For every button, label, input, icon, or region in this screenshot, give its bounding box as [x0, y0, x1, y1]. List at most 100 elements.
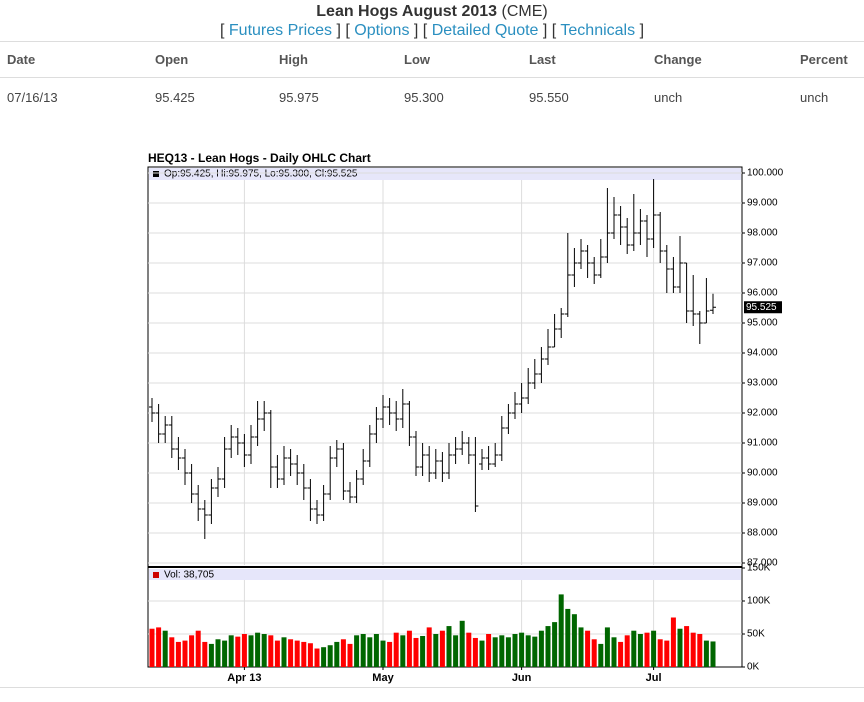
legend-icon [153, 171, 159, 177]
bracket: [ [345, 22, 350, 39]
volume-bar [281, 637, 287, 667]
volume-bar [545, 626, 551, 667]
volume-bar [420, 635, 426, 667]
volume-bar [208, 643, 214, 667]
y-tick-label: 100.000 [747, 168, 784, 179]
volume-bar [690, 632, 696, 667]
volume-bar [248, 635, 254, 667]
header: Lean Hogs August 2013 (CME) [ Futures Pr… [0, 0, 864, 40]
y-tick-label: 100K [747, 596, 771, 607]
y-tick-label: 89.000 [747, 498, 778, 509]
volume-bar [202, 641, 208, 667]
y-tick-label: 92.000 [747, 408, 778, 419]
y-tick-label: 90.000 [747, 468, 778, 479]
column-header: Last [529, 52, 556, 67]
cell: unch [800, 90, 829, 105]
volume-bar [598, 643, 604, 667]
divider [0, 687, 864, 688]
bracket: ] [413, 22, 419, 39]
volume-bar [657, 639, 663, 667]
volume-bar [525, 635, 531, 667]
cell: 95.425 [155, 90, 195, 105]
volume-bar [169, 637, 175, 667]
volume-bar [565, 608, 571, 667]
bracket: ] [639, 22, 645, 39]
x-tick-label: May [372, 672, 394, 684]
volume-bar [479, 640, 485, 667]
volume-bar [505, 637, 511, 667]
cell: 95.300 [404, 90, 444, 105]
column-header: Low [404, 52, 430, 67]
volume-bar [697, 634, 703, 667]
volume-bar [571, 614, 577, 667]
divider [0, 41, 864, 42]
volume-bar [373, 634, 379, 667]
volume-bar [387, 641, 393, 667]
volume-bar [367, 637, 373, 667]
column-header: High [279, 52, 308, 67]
volume-bar [274, 640, 280, 667]
volume-bar [677, 628, 683, 667]
last-price-tag [744, 301, 782, 314]
nav-link[interactable]: Detailed Quote [431, 22, 539, 39]
volume-bar [393, 632, 399, 667]
bracket: [ [422, 22, 428, 39]
nav-link[interactable]: Futures Prices [228, 22, 333, 39]
y-tick-label: 50K [747, 629, 765, 640]
volume-bar [611, 637, 617, 667]
nav-link[interactable]: Options [354, 22, 410, 39]
volume-bar [466, 632, 472, 667]
bracket: [ [551, 22, 557, 39]
volume-bar [189, 635, 195, 667]
volume-bar [347, 643, 353, 667]
volume-bar [314, 648, 320, 667]
volume-bar [413, 637, 419, 667]
y-tick-label: 150K [747, 563, 771, 574]
volume-bar [175, 641, 181, 667]
volume-bar [624, 635, 630, 667]
volume-bar [288, 639, 294, 667]
y-tick-label: 88.000 [747, 528, 778, 539]
volume-bar [486, 634, 492, 667]
y-tick-label: 95.000 [747, 318, 778, 329]
nav-link[interactable]: Technicals [560, 22, 636, 39]
volume-bar [558, 594, 564, 667]
volume-bar [499, 635, 505, 667]
volume-bar [235, 636, 241, 667]
ohlc-legend: Op:95.425, Hi:95.975, Lo:95.300, Cl:95.5… [164, 169, 358, 180]
volume-bar [453, 635, 459, 667]
y-tick-label: 94.000 [747, 348, 778, 359]
y-tick-label: 93.000 [747, 378, 778, 389]
volume-bar [268, 635, 274, 667]
cell: 95.975 [279, 90, 319, 105]
bracket: ] [336, 22, 341, 39]
volume-bar [631, 630, 637, 667]
volume-bar [710, 641, 716, 667]
volume-bar [162, 630, 168, 667]
volume-bar [684, 626, 690, 667]
volume-bar [651, 630, 657, 667]
volume-bar [472, 637, 478, 667]
volume-bar [591, 639, 597, 667]
legend-icon [153, 572, 159, 578]
volume-bar [578, 627, 584, 667]
legend-band [149, 168, 741, 180]
x-tick-label: Jul [646, 672, 662, 684]
divider [0, 77, 864, 78]
volume-bar [406, 630, 412, 667]
volume-bar [327, 645, 333, 667]
x-tick-label: Apr 13 [227, 672, 261, 684]
volume-bar [618, 641, 624, 667]
volume-bar [512, 634, 518, 667]
volume-bar [532, 636, 538, 667]
nav: [ Futures Prices ] [ Options ] [ Detaile… [0, 22, 864, 40]
bracket: ] [542, 22, 548, 39]
volume-bar [637, 634, 643, 667]
volume-bar [215, 639, 221, 667]
volume-bar [426, 627, 432, 667]
volume-bar [255, 632, 261, 667]
volume-bar [604, 627, 610, 667]
title: Lean Hogs August 2013 (CME) [0, 3, 864, 22]
